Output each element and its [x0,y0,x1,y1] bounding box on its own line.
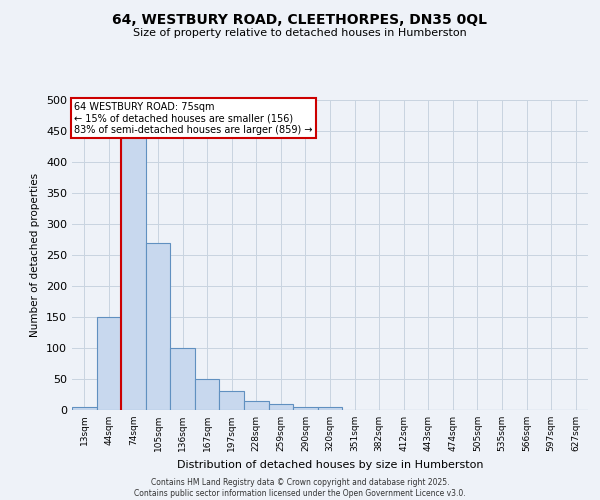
Text: 64, WESTBURY ROAD, CLEETHORPES, DN35 0QL: 64, WESTBURY ROAD, CLEETHORPES, DN35 0QL [113,12,487,26]
Text: 64 WESTBURY ROAD: 75sqm
← 15% of detached houses are smaller (156)
83% of semi-d: 64 WESTBURY ROAD: 75sqm ← 15% of detache… [74,102,313,134]
Bar [195,379,220,410]
Bar [269,404,293,410]
Bar [72,407,97,410]
Bar [318,407,342,410]
X-axis label: Distribution of detached houses by size in Humberston: Distribution of detached houses by size … [177,460,483,469]
Bar [97,317,121,410]
Bar [220,392,244,410]
Y-axis label: Number of detached properties: Number of detached properties [31,173,40,337]
Bar [146,242,170,410]
Text: Contains HM Land Registry data © Crown copyright and database right 2025.
Contai: Contains HM Land Registry data © Crown c… [134,478,466,498]
Bar [293,407,318,410]
Text: Size of property relative to detached houses in Humberston: Size of property relative to detached ho… [133,28,467,38]
Bar [121,125,146,410]
Bar [244,400,269,410]
Bar [170,348,195,410]
